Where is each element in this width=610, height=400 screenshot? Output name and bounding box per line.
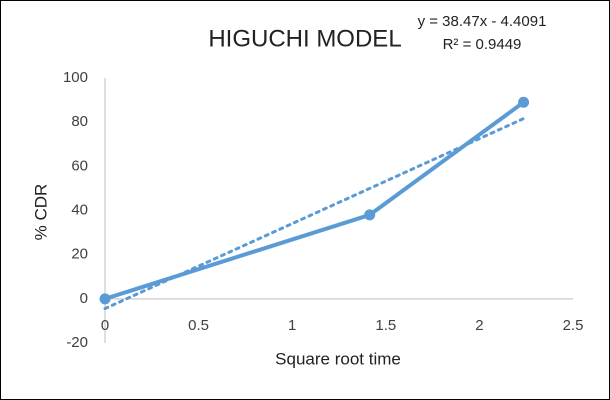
x-tick-label: 2 xyxy=(475,317,483,334)
data-point xyxy=(364,209,376,221)
data-point xyxy=(518,96,530,108)
x-tick-label: 2.5 xyxy=(563,317,584,334)
y-tick-label: -20 xyxy=(66,334,88,351)
trendline xyxy=(103,117,526,311)
x-axis-label: Square root time xyxy=(275,349,401,368)
x-tick-label: 1.5 xyxy=(375,317,396,334)
y-tick-label: 100 xyxy=(63,69,88,86)
y-tick-label: 40 xyxy=(71,201,88,218)
x-tick-label: 0.5 xyxy=(188,317,209,334)
x-tick-label: 1 xyxy=(288,317,296,334)
equation: y = 38.47x - 4.4091 xyxy=(418,13,547,30)
r-squared: R² = 0.9449 xyxy=(443,36,522,53)
y-axis-label: % CDR xyxy=(31,184,50,241)
x-tick-label: 0 xyxy=(101,317,109,334)
data-point xyxy=(99,293,111,305)
chart-title: HIGUCHI MODEL xyxy=(208,25,401,52)
y-tick-label: 60 xyxy=(71,157,88,174)
y-tick-label: 80 xyxy=(71,113,88,130)
y-tick-label: 0 xyxy=(80,290,88,307)
y-tick-label: 20 xyxy=(71,246,88,263)
